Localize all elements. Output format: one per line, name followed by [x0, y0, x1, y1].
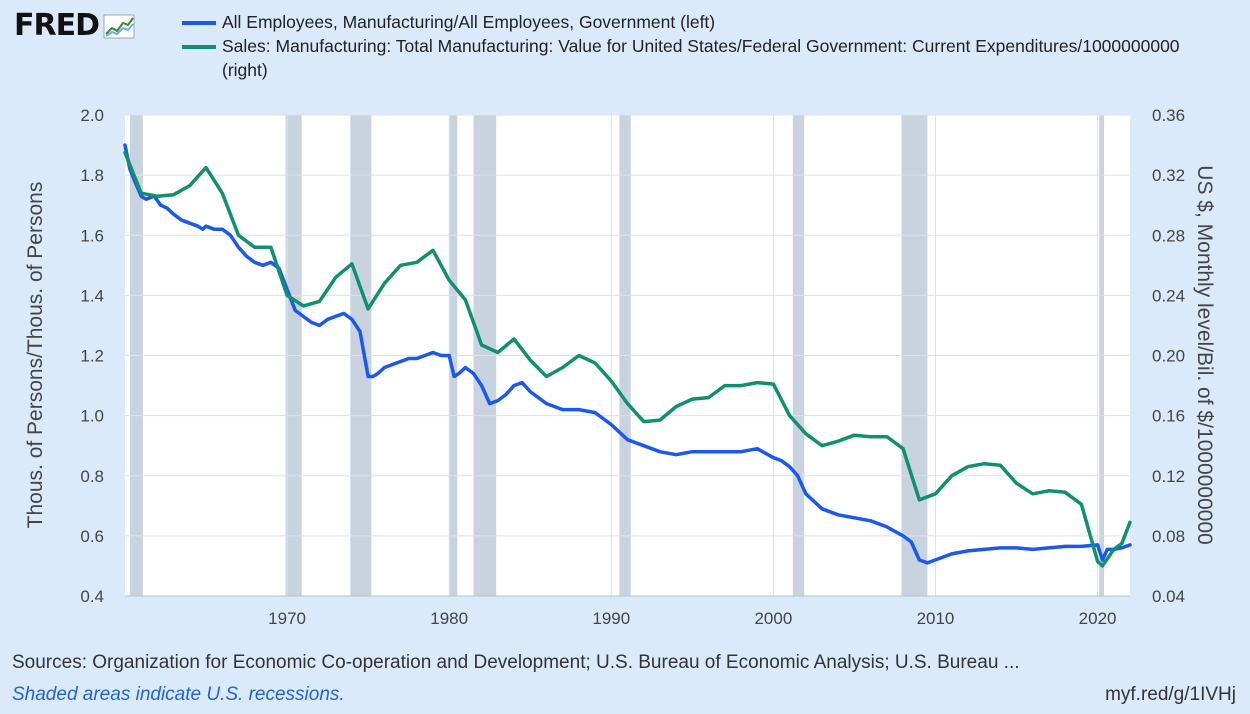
series-line-manufacturing-government	[123, 143, 1132, 565]
right-tick-label: 0.16	[1152, 407, 1185, 426]
right-tick-label: 0.08	[1152, 527, 1185, 546]
axis-ticks: 2.0 1.8 1.6 1.4 1.2 1.0 0.8 0.6 0.4 0.36 0.32 0.28 0…	[80, 106, 1185, 628]
line-chart[interactable]: 2.0 1.8 1.6 1.4 1.2 1.0 0.8 0.6 0.4 0.36 0.32 0.28 0…	[0, 0, 1250, 640]
right-tick-label: 0.36	[1152, 106, 1185, 125]
left-tick-label: 2.0	[80, 106, 104, 125]
left-tick-label: 1.2	[80, 347, 104, 366]
fred-logo[interactable]: FRED	[14, 8, 135, 43]
legend-swatch-blue	[182, 21, 216, 25]
left-tick-label: 1.0	[80, 407, 104, 426]
left-tick-label: 1.8	[80, 166, 104, 185]
chart-legend: All Employees, Manufacturing/All Employe…	[182, 10, 1182, 82]
legend-entry-manufacturing-government[interactable]: All Employees, Manufacturing/All Employe…	[182, 10, 1182, 34]
short-url-link[interactable]: myf.red/g/1IVHj	[1105, 684, 1236, 705]
left-tick-label: 0.8	[80, 467, 104, 486]
gridlines	[125, 114, 1130, 597]
right-tick-label: 0.24	[1152, 286, 1185, 305]
legend-swatch-green	[182, 45, 216, 49]
legend-label-sales-expenditures: Sales: Manufacturing: Total Manufacturin…	[222, 36, 1180, 80]
x-tick-label: 1980	[430, 609, 468, 628]
right-tick-label: 0.12	[1152, 467, 1185, 486]
x-tick-label: 2020	[1079, 609, 1117, 628]
series-lines	[123, 143, 1132, 568]
legend-label-manufacturing-government: All Employees, Manufacturing/All Employe…	[222, 12, 716, 32]
recession-note: Shaded areas indicate U.S. recessions.	[12, 684, 345, 705]
right-tick-label: 0.32	[1152, 166, 1185, 185]
left-tick-label: 1.4	[80, 286, 104, 305]
x-tick-label: 2000	[754, 609, 792, 628]
x-tick-label: 1970	[268, 609, 306, 628]
sources-text: Sources: Organization for Economic Co-op…	[12, 652, 1020, 673]
left-tick-label: 1.6	[80, 226, 104, 245]
right-tick-label: 0.28	[1152, 226, 1185, 245]
x-tick-label: 1990	[592, 609, 630, 628]
left-tick-label: 0.6	[80, 527, 104, 546]
series-line-sales-expenditures	[123, 150, 1132, 568]
right-tick-label: 0.04	[1152, 587, 1185, 606]
line-graph-icon	[103, 14, 135, 38]
right-tick-label: 0.20	[1152, 347, 1185, 366]
left-tick-label: 0.4	[80, 587, 104, 606]
x-tick-label: 2010	[917, 609, 955, 628]
fred-logo-text: FRED	[14, 8, 100, 43]
legend-entry-sales-expenditures[interactable]: Sales: Manufacturing: Total Manufacturin…	[182, 34, 1182, 82]
